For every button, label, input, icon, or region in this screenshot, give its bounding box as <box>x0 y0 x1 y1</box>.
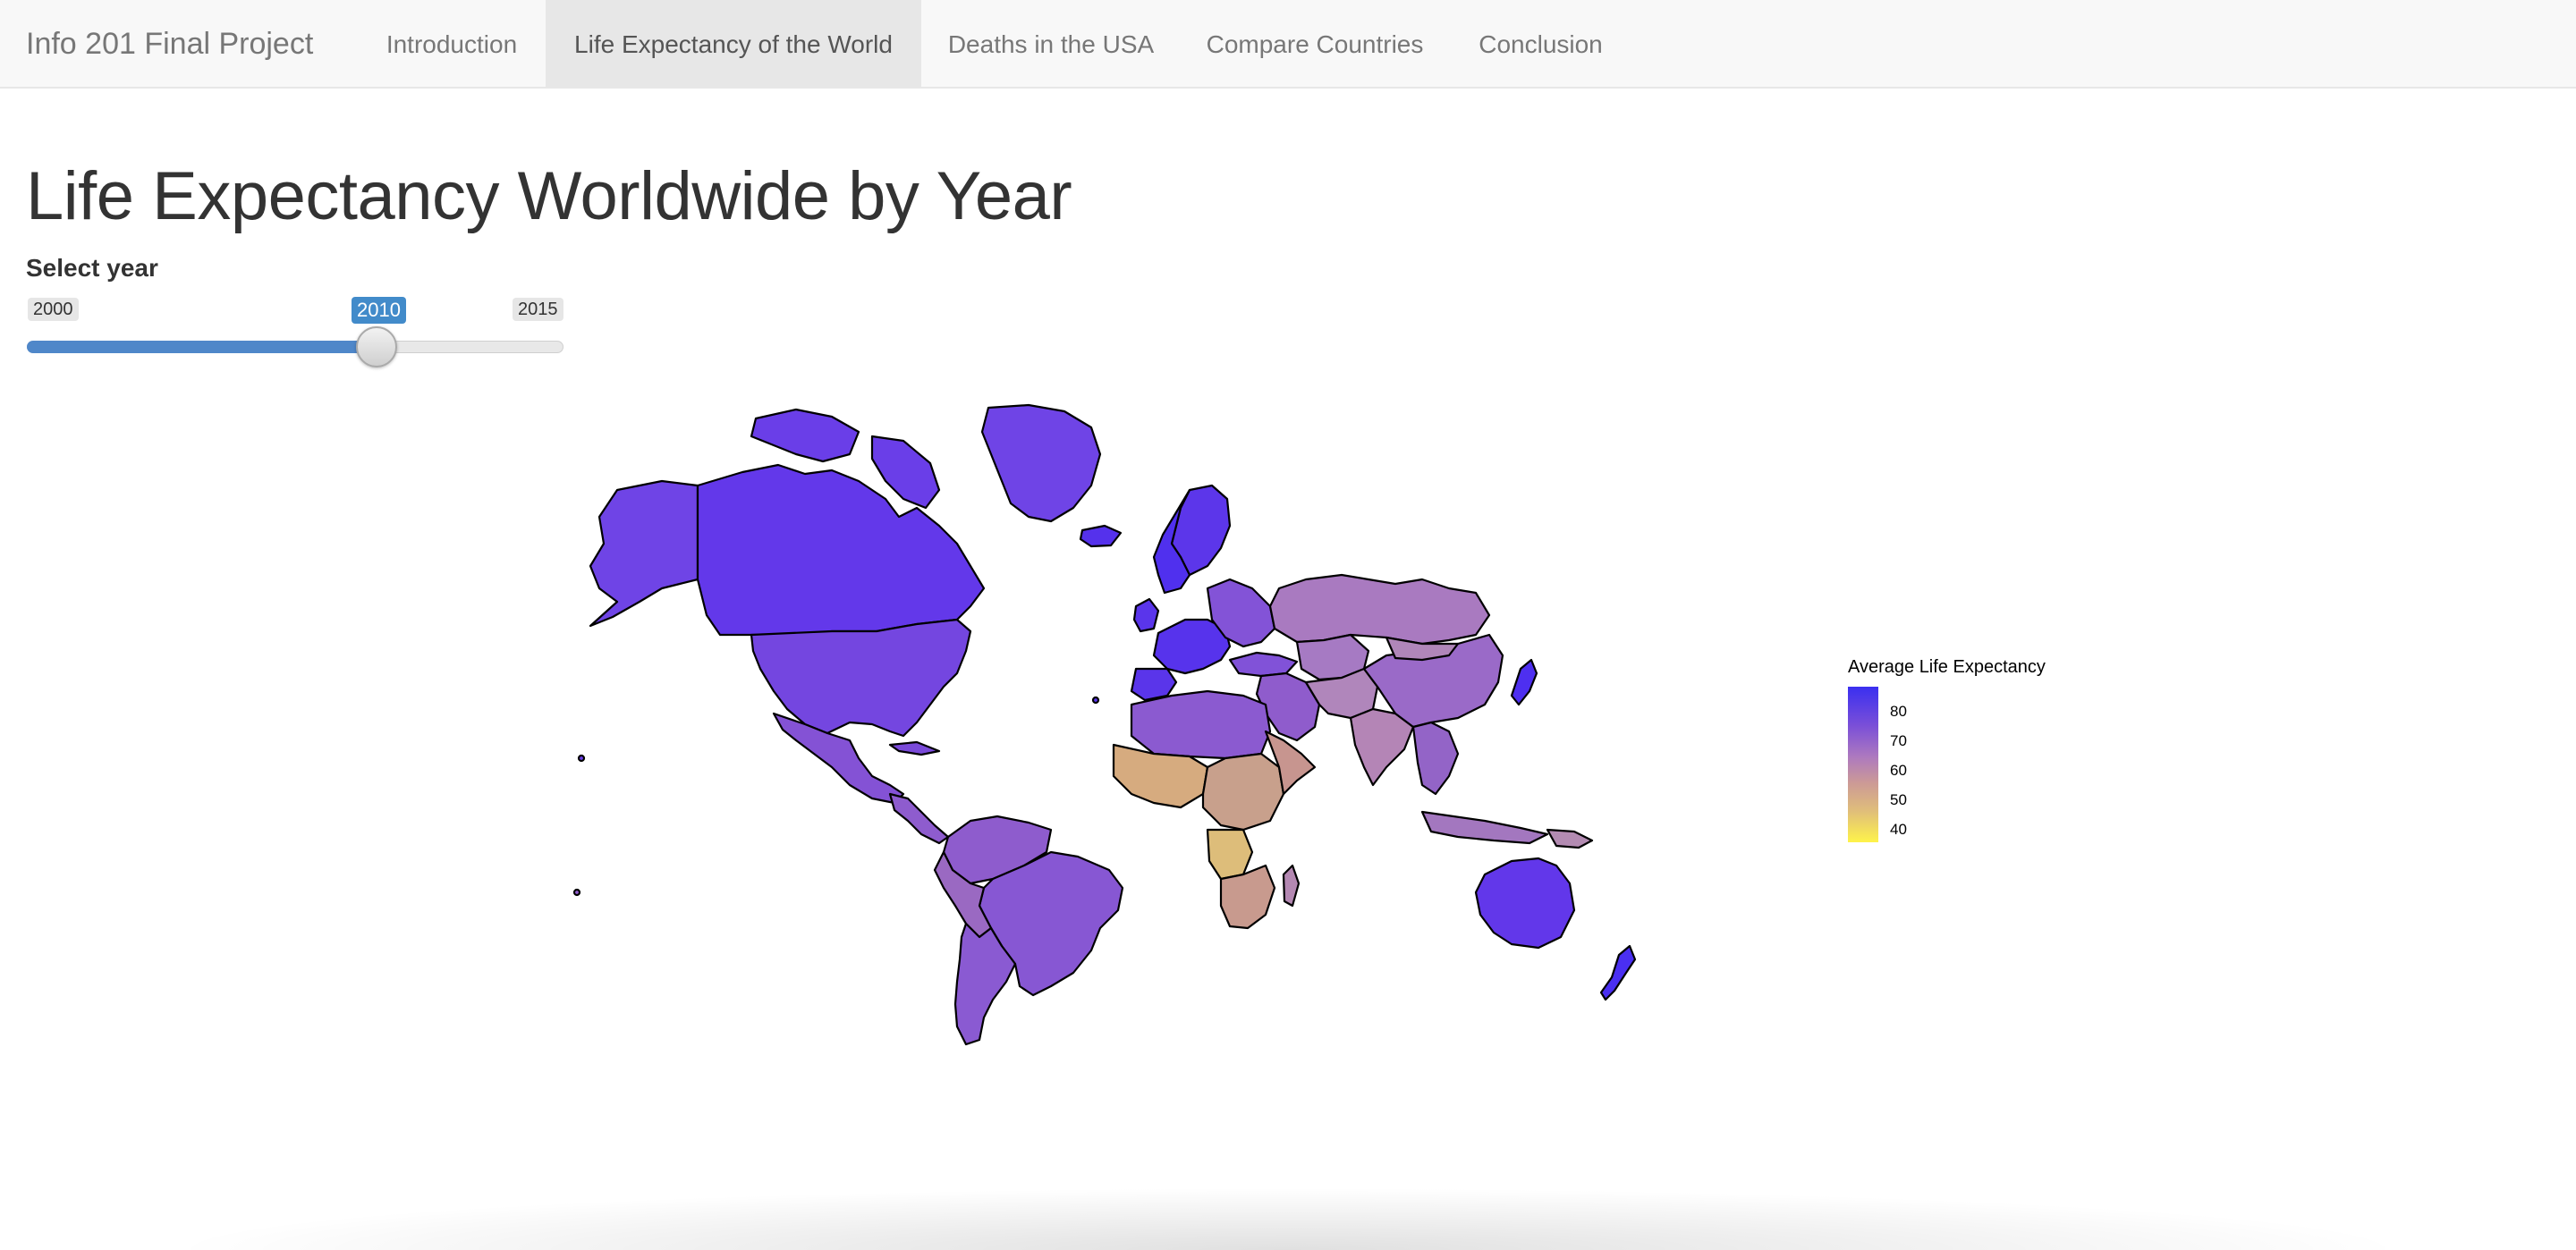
map-baffin-island[interactable] <box>870 435 941 510</box>
map-madagascar[interactable] <box>1282 864 1301 908</box>
map-india[interactable] <box>1349 707 1415 787</box>
map-new-zealand[interactable] <box>1599 944 1637 1001</box>
map-mongolia[interactable] <box>1385 636 1460 662</box>
legend-tick: 80 <box>1878 703 1907 720</box>
legend-tick: 70 <box>1878 732 1907 749</box>
map-canada[interactable] <box>696 463 986 637</box>
map-australia[interactable] <box>1474 857 1576 950</box>
tab-deaths-usa[interactable]: Deaths in the USA <box>947 30 1155 58</box>
map-canada-islands[interactable] <box>750 408 860 463</box>
year-slider-fill <box>27 341 377 353</box>
map-central-africa[interactable] <box>1201 752 1285 832</box>
map-azores <box>1091 696 1100 705</box>
map-east-africa[interactable] <box>1264 730 1317 796</box>
map-eastern-europe[interactable] <box>1206 578 1276 648</box>
map-indonesia[interactable] <box>1420 810 1549 845</box>
legend-tick: 40 <box>1878 821 1907 838</box>
map-greenland[interactable] <box>980 403 1102 523</box>
tab-conclusion[interactable]: Conclusion <box>1479 30 1603 58</box>
map-central-america[interactable] <box>888 792 950 845</box>
map-alaska[interactable] <box>589 479 699 628</box>
map-angola[interactable] <box>1206 828 1254 881</box>
slider-min-label: 2000 <box>28 298 79 321</box>
map-iceland[interactable] <box>1079 524 1123 548</box>
tab-compare-countries[interactable]: Compare Countries <box>1206 30 1424 58</box>
legend-tick: 60 <box>1878 762 1907 779</box>
legend-title: Average Life Expectancy <box>1848 657 2046 677</box>
map-pacific-islands <box>572 888 581 897</box>
top-navbar: Info 201 Final Project Introduction Life… <box>0 0 2576 89</box>
legend-tick: 50 <box>1878 791 1907 808</box>
map-hawaii <box>577 754 586 763</box>
legend-colorbar <box>1848 687 1878 842</box>
slider-value-label: 2010 <box>352 297 406 324</box>
year-slider-handle[interactable] <box>356 326 397 367</box>
map-turkey[interactable] <box>1228 651 1299 678</box>
map-uk[interactable] <box>1132 597 1160 633</box>
map-west-africa[interactable] <box>1112 743 1209 809</box>
slider-max-label: 2015 <box>513 298 564 321</box>
map-western-europe[interactable] <box>1152 618 1232 675</box>
tab-life-expectancy[interactable]: Life Expectancy of the World <box>546 0 921 87</box>
map-cuba[interactable] <box>888 740 941 756</box>
map-southern-africa[interactable] <box>1219 864 1276 930</box>
map-new-guinea[interactable] <box>1546 828 1594 849</box>
page-bottom-shadow <box>161 1187 2415 1250</box>
map-southern-cone[interactable] <box>953 922 1017 1046</box>
map-usa[interactable] <box>750 618 972 738</box>
map-japan[interactable] <box>1510 658 1538 706</box>
app-brand[interactable]: Info 201 Final Project <box>26 27 314 61</box>
map-russia[interactable] <box>1268 573 1491 646</box>
map-southeast-asia[interactable] <box>1411 721 1460 796</box>
world-choropleth-map <box>572 403 1637 1046</box>
tab-introduction[interactable]: Introduction <box>386 30 518 58</box>
year-slider-label: Select year <box>26 254 158 282</box>
page-title: Life Expectancy Worldwide by Year <box>26 158 1072 234</box>
map-norway[interactable] <box>1152 488 1191 595</box>
map-north-africa[interactable] <box>1130 689 1272 760</box>
